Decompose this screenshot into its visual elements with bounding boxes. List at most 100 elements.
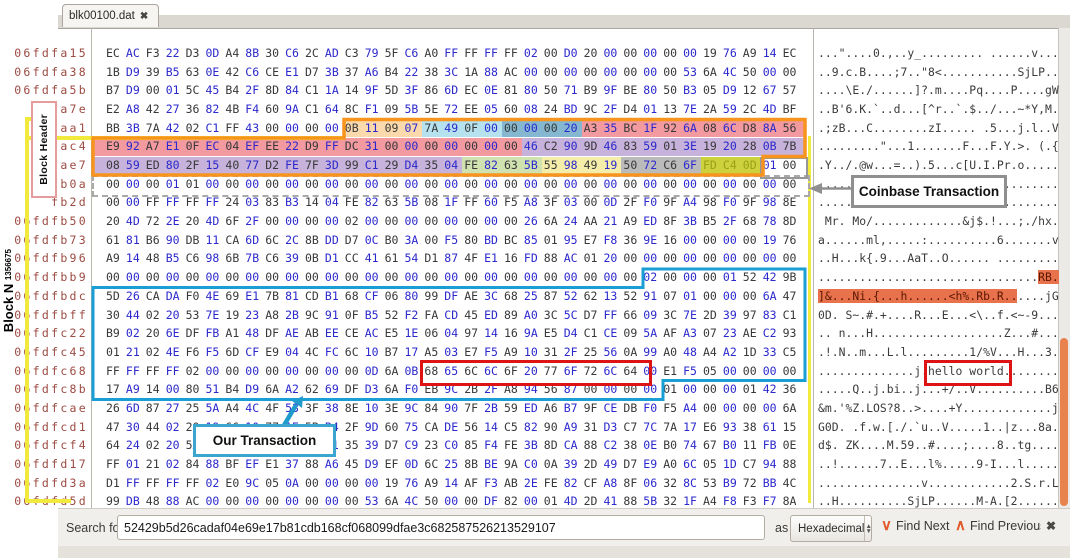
hex-byte[interactable]: 44 [145, 419, 160, 434]
hex-byte[interactable]: B5 [165, 64, 180, 79]
hex-byte[interactable]: 2B [484, 400, 498, 415]
hex-byte[interactable]: 90 [563, 139, 578, 154]
hex-byte[interactable]: 00 [583, 382, 598, 397]
hex-byte[interactable]: 82 [484, 158, 498, 173]
hex-byte[interactable]: 22 [285, 139, 299, 154]
hex-byte[interactable]: 00 [523, 120, 538, 135]
hex-byte[interactable]: D7 [384, 438, 399, 453]
hex-byte[interactable]: 2F [344, 419, 359, 434]
hex-byte[interactable]: 20 [106, 214, 120, 229]
hex-byte[interactable]: AC [364, 326, 379, 341]
hex-byte[interactable]: 9F [364, 83, 379, 98]
ascii-text[interactable]: ..H..........SjLP......M-A.[2...... [818, 492, 1059, 511]
hex-byte[interactable]: A2 [285, 382, 299, 397]
hex-byte[interactable]: 23 [245, 307, 260, 322]
hex-byte[interactable]: 03 [444, 344, 459, 359]
ascii-text[interactable]: &m.'%Z.LOS?8..>....+Y.............j [818, 399, 1059, 418]
hex-byte[interactable]: A9 [424, 475, 439, 490]
hex-byte[interactable]: 00 [742, 363, 757, 378]
hex-byte[interactable]: 00 [265, 176, 280, 191]
ascii-text[interactable]: ..9.c.B....;7.."8<...........SjLP.. [818, 63, 1059, 82]
hex-byte[interactable]: 05 [484, 102, 498, 117]
hex-byte[interactable]: 56 [603, 344, 618, 359]
hex-byte[interactable]: 00 [424, 214, 439, 229]
hex-byte[interactable]: 48 [145, 251, 160, 266]
hex-byte[interactable]: 0D [205, 46, 220, 60]
hex-byte[interactable]: 82 [364, 195, 379, 210]
hex-byte[interactable]: FF [484, 46, 498, 60]
hex-byte[interactable]: 2C [305, 46, 319, 60]
hex-byte[interactable]: 49 [603, 456, 618, 471]
hex-byte[interactable]: 00 [603, 270, 618, 285]
hex-byte[interactable]: 53 [364, 494, 379, 509]
hex-byte[interactable]: 00 [762, 400, 777, 415]
hex-byte[interactable]: 00 [125, 195, 140, 210]
hex-byte[interactable]: 20 [563, 120, 578, 135]
hex-byte[interactable]: 00 [742, 251, 757, 266]
hex-byte[interactable]: 00 [424, 139, 439, 154]
hex-byte[interactable]: 71 [563, 83, 578, 98]
hex-byte[interactable]: D1 [424, 251, 439, 266]
ascii-text[interactable]: ..!......7..E...l%.....9-I...l..... [818, 455, 1059, 474]
hex-byte[interactable]: 27 [165, 400, 180, 415]
hex-byte[interactable]: FD [523, 251, 538, 266]
hex-byte[interactable]: 01 [663, 139, 678, 154]
hex-byte[interactable]: 00 [663, 64, 678, 79]
ascii-text[interactable]: .Y../.@w...=..).5...c[U.I.Pr.o..... [818, 156, 1059, 175]
hex-byte[interactable]: 10 [364, 344, 379, 359]
hex-byte[interactable]: 09 [643, 307, 658, 322]
hex-byte[interactable]: 8E [782, 195, 797, 210]
hex-byte[interactable]: 0E [643, 438, 658, 453]
hex-byte[interactable]: 08 [703, 120, 717, 135]
hex-byte[interactable]: 84 [185, 456, 200, 471]
hex-byte[interactable]: 00 [305, 176, 319, 191]
hex-byte[interactable]: 6F [563, 363, 578, 378]
hex-byte[interactable]: DF [444, 288, 459, 303]
hex-byte[interactable]: A9 [563, 419, 578, 434]
hex-byte[interactable]: 9F [663, 195, 678, 210]
hex-byte[interactable]: 50 [543, 83, 558, 98]
hex-byte[interactable]: 00 [444, 214, 459, 229]
hex-byte[interactable]: B9 [722, 475, 737, 490]
hex-byte[interactable]: 48 [245, 326, 260, 341]
hex-byte[interactable]: C1 [583, 326, 598, 341]
hex-byte[interactable]: 8B [245, 46, 260, 60]
hex-byte[interactable]: D3 [603, 419, 618, 434]
hex-byte[interactable]: 00 [464, 494, 479, 509]
hex-byte[interactable]: 82 [523, 419, 538, 434]
hex-byte[interactable]: B5 [364, 307, 379, 322]
hex-byte[interactable]: 82 [205, 102, 220, 117]
hex-byte[interactable]: 87 [543, 288, 558, 303]
hex-byte[interactable]: FE [285, 158, 299, 173]
hex-byte[interactable]: 25 [583, 344, 598, 359]
hex-byte[interactable]: C1 [305, 83, 319, 98]
hex-byte[interactable]: 20 [722, 139, 737, 154]
hex-byte[interactable]: 00 [225, 363, 240, 378]
hex-byte[interactable]: 6D [225, 344, 240, 359]
hex-byte[interactable]: 25 [185, 400, 200, 415]
hex-byte[interactable]: BB [106, 120, 120, 135]
hex-byte[interactable]: CE [265, 64, 280, 79]
hex-byte[interactable]: 0F [185, 139, 200, 154]
hex-byte[interactable]: AD [324, 46, 339, 60]
hex-byte[interactable]: 00 [504, 120, 518, 135]
hex-byte[interactable]: A8 [125, 102, 140, 117]
hex-byte[interactable]: 2F [563, 344, 578, 359]
hex-byte[interactable]: F0 [643, 195, 658, 210]
hex-byte[interactable]: 30 [125, 419, 140, 434]
hex-byte[interactable]: 00 [703, 382, 717, 397]
hex-byte[interactable]: 0D [404, 456, 419, 471]
hex-byte[interactable]: 49 [444, 120, 459, 135]
hex-byte[interactable]: FF [145, 363, 160, 378]
hex-row[interactable]: 06fdfa15 EC AC F3 22 D3 0D A4 8B 30 C6 2C AD C3 79 5F C6… [0, 44, 1070, 63]
hex-byte[interactable]: 3B [523, 438, 538, 453]
hex-byte[interactable]: 2C [742, 102, 757, 117]
hex-byte[interactable]: 4D [762, 102, 777, 117]
hex-byte[interactable]: 6C [424, 456, 439, 471]
hex-byte[interactable]: F1 [364, 102, 379, 117]
hex-byte[interactable]: 72 [444, 102, 459, 117]
hex-byte[interactable]: 88 [583, 438, 598, 453]
hex-byte[interactable]: 4D [205, 214, 220, 229]
hex-byte[interactable]: 30 [265, 46, 280, 60]
hex-byte[interactable]: 00 [484, 176, 498, 191]
